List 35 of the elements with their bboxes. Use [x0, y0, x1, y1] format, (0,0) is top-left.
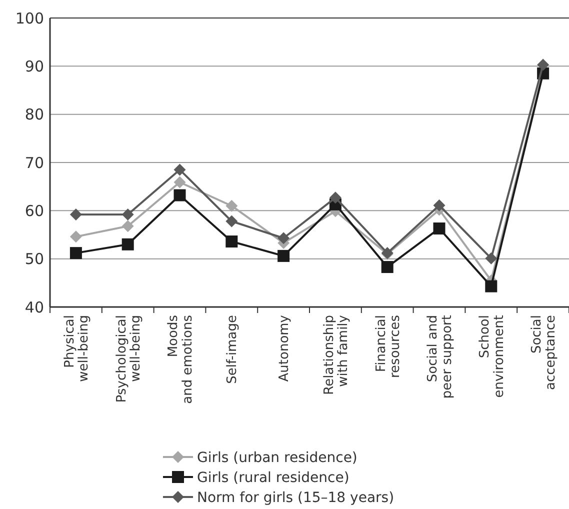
- x-tick-label: Autonomy: [277, 314, 292, 382]
- y-tick-label: 60: [24, 202, 44, 220]
- y-tick-label: 40: [24, 298, 44, 316]
- point: [537, 58, 550, 71]
- point: [122, 208, 134, 221]
- point: [174, 164, 186, 176]
- point: [226, 235, 238, 248]
- legend-label: Girls (rural residence): [197, 470, 350, 486]
- point: [433, 222, 446, 234]
- point: [381, 261, 394, 274]
- point: [433, 199, 446, 212]
- point: [70, 208, 82, 221]
- point: [70, 247, 82, 260]
- x-tick-label: Self-image: [225, 315, 240, 384]
- legend-label: Girls (urban residence): [197, 450, 358, 466]
- point: [485, 280, 498, 292]
- x-tick-label: Physical well-being: [62, 315, 92, 382]
- x-tick-label: Relationship with family: [322, 314, 352, 395]
- point: [329, 192, 342, 204]
- point: [278, 250, 290, 262]
- point: [122, 220, 134, 232]
- point: [485, 252, 498, 264]
- point: [226, 215, 238, 228]
- y-tick-label: 70: [24, 154, 44, 172]
- y-tick-label: 90: [24, 57, 44, 76]
- point: [122, 238, 134, 250]
- point: [70, 230, 82, 243]
- y-tick-label: 50: [24, 250, 44, 268]
- y-tick-label: 100: [15, 9, 44, 28]
- point: [226, 200, 238, 212]
- legend-label: Norm for girls (15–18 years): [197, 490, 394, 506]
- point: [278, 232, 290, 244]
- point: [174, 176, 186, 188]
- y-tick-label: 80: [24, 106, 44, 124]
- point: [174, 189, 186, 202]
